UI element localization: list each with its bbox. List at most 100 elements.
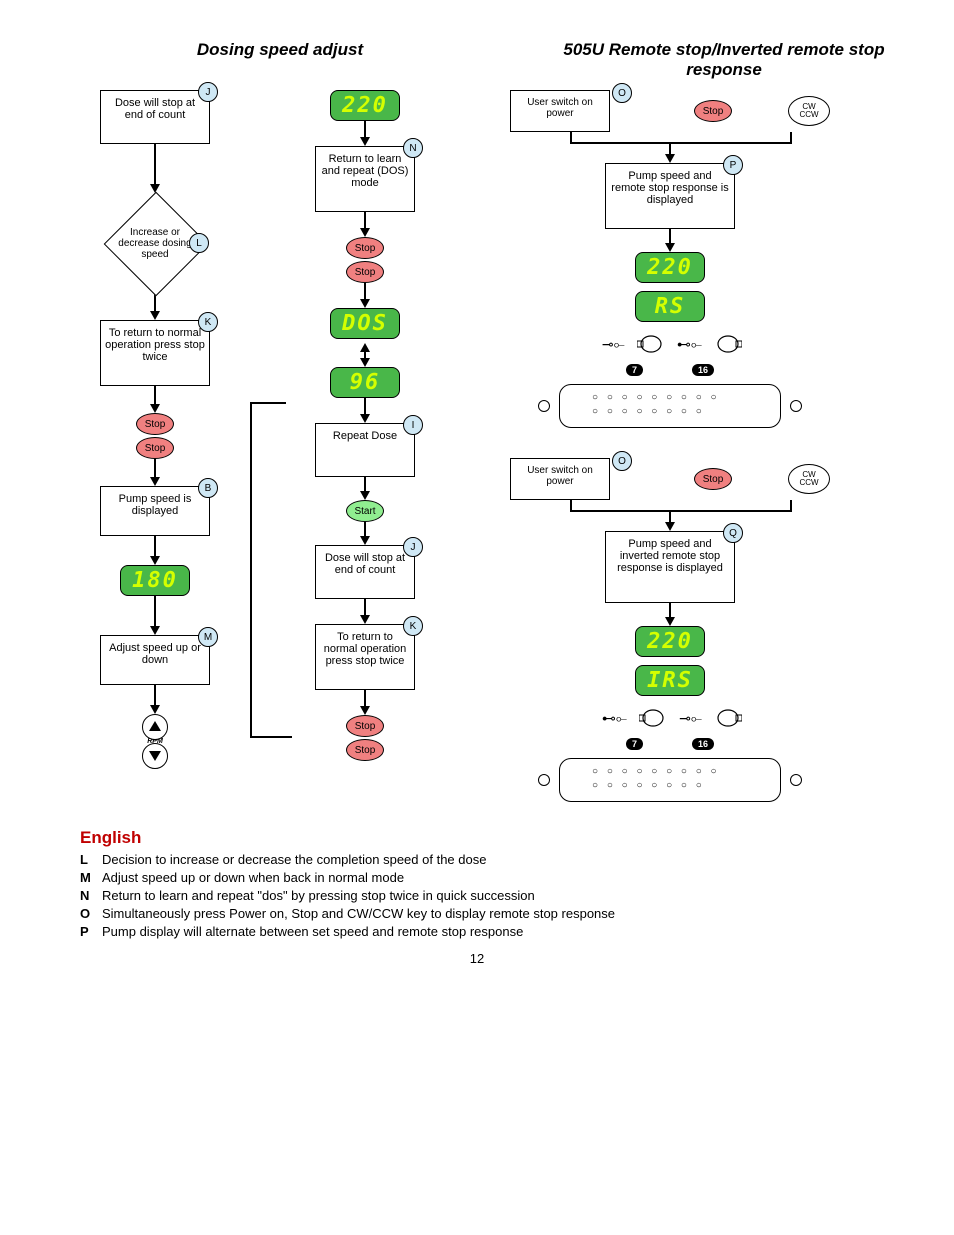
display-rs: RS <box>635 291 705 322</box>
tag-n: N <box>403 138 423 158</box>
arrow-icon <box>150 477 160 486</box>
box-text: To return to normal operation press stop… <box>105 327 205 363</box>
ccw-label: CCW <box>799 111 818 119</box>
switch-open-icon: ⊸⟜ <box>679 710 702 727</box>
pin-labels: 7 16 <box>510 734 830 752</box>
legend-text: Adjust speed up or down when back in nor… <box>102 870 404 885</box>
stop-button: Stop <box>136 413 174 435</box>
switch-closed-icon: ⊷⟜ <box>677 336 702 353</box>
connector-line <box>250 402 286 404</box>
arrow-icon <box>150 705 160 714</box>
legend-key: P <box>80 924 102 939</box>
display-220: 220 <box>635 626 705 657</box>
arrow-icon <box>360 706 370 715</box>
switch-icons: ⊷⟜ ⊸⟜ <box>510 708 830 728</box>
box-text: User switch on power <box>527 97 593 119</box>
tag-l: L <box>189 233 209 253</box>
legend-key: O <box>80 906 102 921</box>
pin-labels: 7 16 <box>510 360 830 378</box>
title-row: Dosing speed adjust 505U Remote stop/Inv… <box>80 40 874 80</box>
plug-icon <box>637 334 665 354</box>
box-return-normal: To return to normal operation press stop… <box>100 320 210 386</box>
page-number: 12 <box>80 951 874 966</box>
pin-7: 7 <box>626 364 643 376</box>
tag-b: B <box>198 478 218 498</box>
connector-line <box>154 685 156 705</box>
arrow-icon <box>150 311 160 320</box>
arrow-icon <box>150 626 160 635</box>
tag-m: M <box>198 627 218 647</box>
plug-icon <box>639 708 667 728</box>
box-text: To return to normal operation press stop… <box>324 631 407 667</box>
tag-o: O <box>612 83 632 103</box>
box-return-learn: Return to learn and repeat (DOS) mode N <box>315 146 415 212</box>
box-text: Repeat Dose <box>333 430 397 442</box>
box-text: Adjust speed up or down <box>109 642 201 666</box>
box-text: Pump speed is displayed <box>119 493 192 517</box>
box-text: Dose will stop at end of count <box>115 97 195 121</box>
plug-icon <box>714 334 742 354</box>
box-user-switch: User switch on power <box>510 90 610 132</box>
box-dose-stop: Dose will stop at end of count J <box>100 90 210 144</box>
legend-item: NReturn to learn and repeat "dos" by pre… <box>80 888 874 903</box>
switch-open-icon: ⊸⟜ <box>602 336 625 353</box>
arrow-icon <box>665 617 675 626</box>
connector-line <box>154 144 156 184</box>
connector-line <box>364 121 366 137</box>
stop-button: Stop <box>694 468 732 490</box>
arrow-icon <box>360 228 370 237</box>
title-left: Dosing speed adjust <box>140 40 420 80</box>
legend-item: OSimultaneously press Power on, Stop and… <box>80 906 874 921</box>
display-220: 220 <box>635 252 705 283</box>
legend: English LDecision to increase or decreas… <box>80 828 874 939</box>
tag-q: Q <box>723 523 743 543</box>
box-return-normal: To return to normal operation press stop… <box>315 624 415 690</box>
ccw-label: CCW <box>799 479 818 487</box>
display-dos: DOS <box>330 308 400 339</box>
stop-button: Stop <box>346 739 384 761</box>
connector-line <box>154 386 156 404</box>
arrow-icon <box>360 536 370 545</box>
arrow-icon <box>665 154 675 163</box>
rpm-control-icon: RPM <box>142 714 168 769</box>
diamond-text: Increase or decrease dosing speed <box>113 227 197 260</box>
display-96: 96 <box>330 367 400 398</box>
display-180: 180 <box>120 565 190 596</box>
box-adjust-speed: Adjust speed up or down M <box>100 635 210 685</box>
connector-line <box>669 603 671 617</box>
legend-item: MAdjust speed up or down when back in no… <box>80 870 874 885</box>
arrow-icon <box>665 243 675 252</box>
db-connector-icon <box>559 384 781 428</box>
flow-col-3: User switch on power O Stop CWCCW Pump s… <box>510 90 830 808</box>
stop-button: Stop <box>136 437 174 459</box>
connector-line <box>364 599 366 615</box>
legend-text: Pump display will alternate between set … <box>102 924 523 939</box>
legend-key: M <box>80 870 102 885</box>
box-text: Return to learn and repeat (DOS) mode <box>322 153 409 189</box>
box-user-switch: User switch on power <box>510 458 610 500</box>
box-text: Pump speed and remote stop response is d… <box>611 170 728 206</box>
arrow-icon <box>150 404 160 413</box>
arrow-icon <box>360 137 370 146</box>
diagrams: Dose will stop at end of count J Increas… <box>80 90 874 808</box>
top-controls: User switch on power O Stop CWCCW <box>510 458 830 500</box>
connector-line <box>364 477 366 491</box>
db-connector-icon <box>559 758 781 802</box>
legend-key: N <box>80 888 102 903</box>
legend-heading: English <box>80 828 874 848</box>
legend-key: L <box>80 852 102 867</box>
decision-diamond: Increase or decrease dosing speed L <box>105 193 205 293</box>
box-repeat-dose: Repeat Dose I <box>315 423 415 477</box>
legend-item: LDecision to increase or decrease the co… <box>80 852 874 867</box>
connector-line <box>154 536 156 556</box>
tag-j: J <box>403 537 423 557</box>
legend-text: Return to learn and repeat "dos" by pres… <box>102 888 535 903</box>
connector-line <box>364 522 366 536</box>
box-text: User switch on power <box>527 465 593 487</box>
top-controls: User switch on power O Stop CWCCW <box>510 90 830 132</box>
arrow-icon <box>360 299 370 308</box>
stop-button: Stop <box>346 237 384 259</box>
connector-line <box>364 398 366 414</box>
box-text: Pump speed and inverted remote stop resp… <box>617 538 723 574</box>
pin-16: 16 <box>692 364 714 376</box>
